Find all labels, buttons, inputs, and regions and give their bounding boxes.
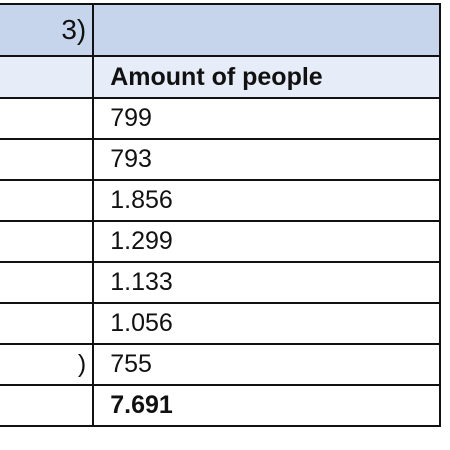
row-label [0, 220, 95, 263]
table-title: 3) [0, 3, 95, 57]
table-row: 1.299 [0, 220, 441, 263]
table-row: 793 [0, 138, 441, 181]
row-amount: 1.056 [92, 302, 441, 345]
table-row: 1.856 [0, 179, 441, 222]
table-row: 799 [0, 97, 441, 140]
row-label [0, 138, 95, 181]
row-amount: 799 [92, 97, 441, 140]
header-left-cell [0, 55, 95, 99]
row-label [0, 302, 95, 345]
table-row: ) 755 [0, 343, 441, 386]
table-header-row: Amount of people [0, 55, 441, 99]
row-label: ) [0, 343, 95, 386]
table-row: 1.056 [0, 302, 441, 345]
table-row: 1.133 [0, 261, 441, 304]
row-amount: 755 [92, 343, 441, 386]
people-table: 3) Amount of people 799 793 1.856 1.299 … [0, 3, 441, 427]
total-row: 7.691 [0, 384, 441, 427]
row-amount: 1.133 [92, 261, 441, 304]
row-amount: 1.299 [92, 220, 441, 263]
header-amount: Amount of people [92, 55, 441, 99]
row-label [0, 261, 95, 304]
row-amount: 1.856 [92, 179, 441, 222]
table-title-blank [92, 3, 441, 57]
total-amount: 7.691 [92, 384, 441, 427]
row-label [0, 97, 95, 140]
total-label [0, 384, 95, 427]
row-amount: 793 [92, 138, 441, 181]
table-title-row: 3) [0, 3, 441, 57]
row-label [0, 179, 95, 222]
